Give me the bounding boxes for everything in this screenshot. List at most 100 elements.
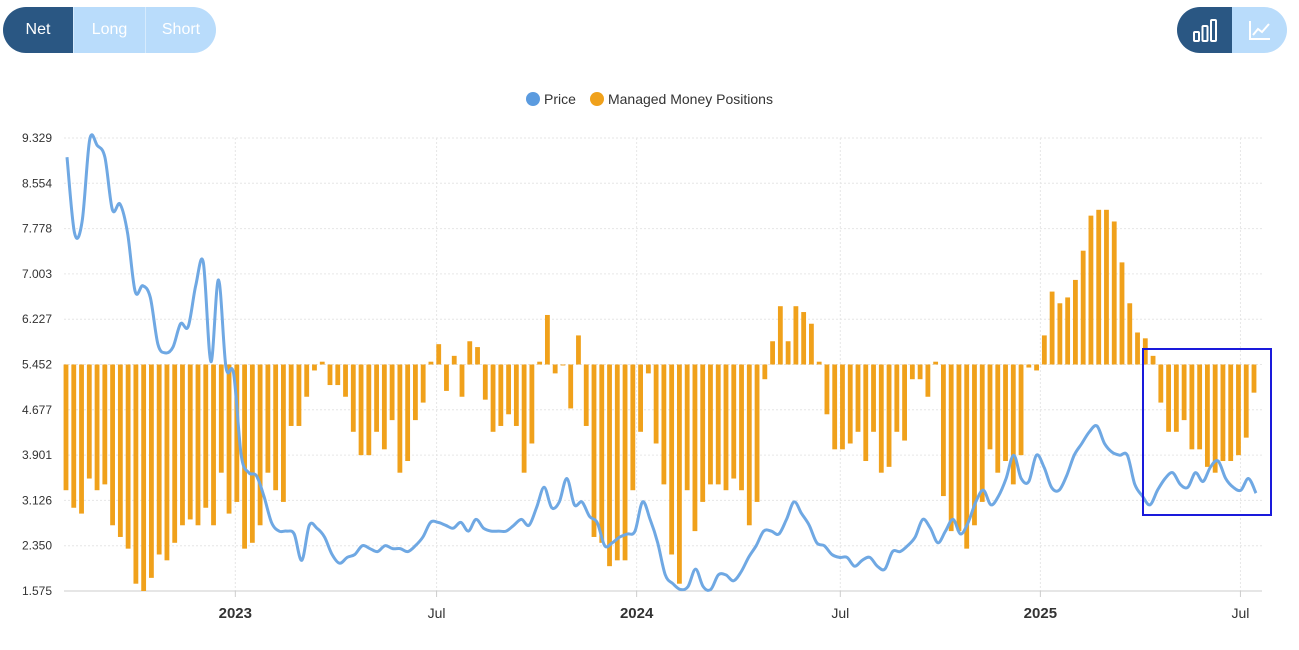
managed-money-bar[interactable] xyxy=(149,364,154,578)
managed-money-bar[interactable] xyxy=(405,364,411,462)
managed-money-bar[interactable] xyxy=(358,364,364,456)
managed-money-bar[interactable] xyxy=(436,344,442,365)
managed-money-bar[interactable] xyxy=(195,364,201,526)
managed-money-bar[interactable] xyxy=(513,364,519,426)
managed-money-bar[interactable] xyxy=(847,364,853,444)
managed-money-bar[interactable] xyxy=(1003,364,1008,462)
managed-money-bar[interactable] xyxy=(226,364,232,514)
managed-money-bar[interactable] xyxy=(840,364,845,450)
managed-money-bar[interactable] xyxy=(366,364,372,456)
managed-money-bar[interactable] xyxy=(855,364,861,432)
managed-money-bar[interactable] xyxy=(537,361,543,365)
managed-money-bar[interactable] xyxy=(249,364,255,543)
managed-money-bar[interactable] xyxy=(785,341,791,365)
managed-money-bar[interactable] xyxy=(110,364,115,526)
managed-money-bar[interactable] xyxy=(754,364,760,502)
managed-money-bar[interactable] xyxy=(723,364,729,491)
managed-money-bar[interactable] xyxy=(645,364,651,374)
managed-money-bar[interactable] xyxy=(1135,332,1140,365)
managed-money-bar[interactable] xyxy=(467,341,473,365)
managed-money-bar[interactable] xyxy=(552,364,558,374)
managed-money-bar[interactable] xyxy=(187,364,193,520)
managed-money-bar[interactable] xyxy=(1181,364,1187,421)
managed-money-bar[interactable] xyxy=(482,364,488,400)
managed-money-bar[interactable] xyxy=(1065,297,1071,365)
managed-money-bar[interactable] xyxy=(1228,364,1234,462)
managed-money-bar[interactable] xyxy=(1142,338,1148,365)
managed-money-bar[interactable] xyxy=(568,364,574,409)
managed-money-bar[interactable] xyxy=(1080,250,1086,365)
managed-money-bar[interactable] xyxy=(1212,364,1218,473)
managed-money-bar[interactable] xyxy=(956,364,962,532)
managed-money-bar[interactable] xyxy=(133,364,139,584)
managed-money-bar[interactable] xyxy=(878,364,884,473)
managed-money-bar[interactable] xyxy=(964,364,970,549)
managed-money-bar[interactable] xyxy=(731,364,737,479)
managed-money-bar[interactable] xyxy=(389,364,395,421)
managed-money-bar[interactable] xyxy=(459,364,465,397)
managed-money-bar[interactable] xyxy=(1018,364,1024,456)
managed-money-bar[interactable] xyxy=(1088,215,1094,365)
managed-money-bar[interactable] xyxy=(630,364,636,491)
managed-money-bar[interactable] xyxy=(979,364,985,502)
managed-money-bar[interactable] xyxy=(451,355,457,365)
managed-money-bar[interactable] xyxy=(933,361,939,365)
managed-money-bar[interactable] xyxy=(164,364,170,561)
managed-money-bar[interactable] xyxy=(444,364,449,391)
managed-money-bar[interactable] xyxy=(941,364,946,497)
managed-money-bar[interactable] xyxy=(172,364,178,543)
managed-money-bar[interactable] xyxy=(1220,364,1226,462)
managed-money-bar[interactable] xyxy=(506,364,511,415)
managed-money-bar[interactable] xyxy=(669,364,675,555)
managed-money-bar[interactable] xyxy=(490,364,496,432)
managed-money-bar[interactable] xyxy=(350,364,356,432)
managed-money-bar[interactable] xyxy=(1119,262,1125,365)
managed-money-bar[interactable] xyxy=(863,364,869,462)
managed-money-bar[interactable] xyxy=(288,364,294,426)
managed-money-bar[interactable] xyxy=(1073,279,1078,365)
managed-money-bar[interactable] xyxy=(894,364,900,432)
managed-money-bar[interactable] xyxy=(1041,335,1047,365)
managed-money-bar[interactable] xyxy=(700,364,706,502)
managed-money-bar[interactable] xyxy=(948,364,954,532)
managed-money-bar[interactable] xyxy=(614,364,620,561)
legend-item-managed-money[interactable]: Managed Money Positions xyxy=(589,91,773,107)
managed-money-bar[interactable] xyxy=(886,364,892,467)
managed-money-bar[interactable] xyxy=(560,364,566,366)
managed-money-bar[interactable] xyxy=(793,306,799,365)
managed-money-bar[interactable] xyxy=(265,364,271,473)
managed-money-bar[interactable] xyxy=(622,364,628,561)
managed-money-bar[interactable] xyxy=(576,335,581,365)
managed-money-bar[interactable] xyxy=(1197,364,1203,450)
managed-money-bar[interactable] xyxy=(607,364,612,567)
managed-money-bar[interactable] xyxy=(708,364,713,485)
managed-money-bar[interactable] xyxy=(583,364,589,426)
managed-money-bar[interactable] xyxy=(599,364,605,543)
managed-money-bar[interactable] xyxy=(770,341,775,365)
managed-money-bar[interactable] xyxy=(1010,364,1016,485)
managed-money-bar[interactable] xyxy=(1236,364,1241,456)
managed-money-bar[interactable] xyxy=(995,364,1001,473)
bar-chart-view-button[interactable] xyxy=(1177,7,1232,53)
managed-money-bar[interactable] xyxy=(925,364,931,397)
tab-short[interactable]: Short xyxy=(145,7,216,53)
managed-money-bar[interactable] xyxy=(762,364,768,380)
managed-money-bar[interactable] xyxy=(94,364,100,491)
managed-money-bar[interactable] xyxy=(661,364,667,485)
managed-money-bar[interactable] xyxy=(203,364,209,508)
managed-money-bar[interactable] xyxy=(1026,364,1032,368)
managed-money-bar[interactable] xyxy=(529,364,535,444)
managed-money-bar[interactable] xyxy=(1150,355,1156,365)
managed-money-bar[interactable] xyxy=(335,364,341,386)
managed-money-bar[interactable] xyxy=(312,364,317,371)
managed-money-bar[interactable] xyxy=(1251,364,1257,393)
managed-money-bar[interactable] xyxy=(1057,303,1063,365)
managed-money-bar[interactable] xyxy=(381,364,387,450)
managed-money-bar[interactable] xyxy=(304,364,310,397)
managed-money-bar[interactable] xyxy=(1104,209,1109,365)
managed-money-bar[interactable] xyxy=(86,364,92,479)
managed-money-bar[interactable] xyxy=(273,364,279,491)
managed-money-bar[interactable] xyxy=(1173,364,1179,432)
managed-money-bar[interactable] xyxy=(102,364,108,485)
managed-money-bar[interactable] xyxy=(296,364,302,426)
